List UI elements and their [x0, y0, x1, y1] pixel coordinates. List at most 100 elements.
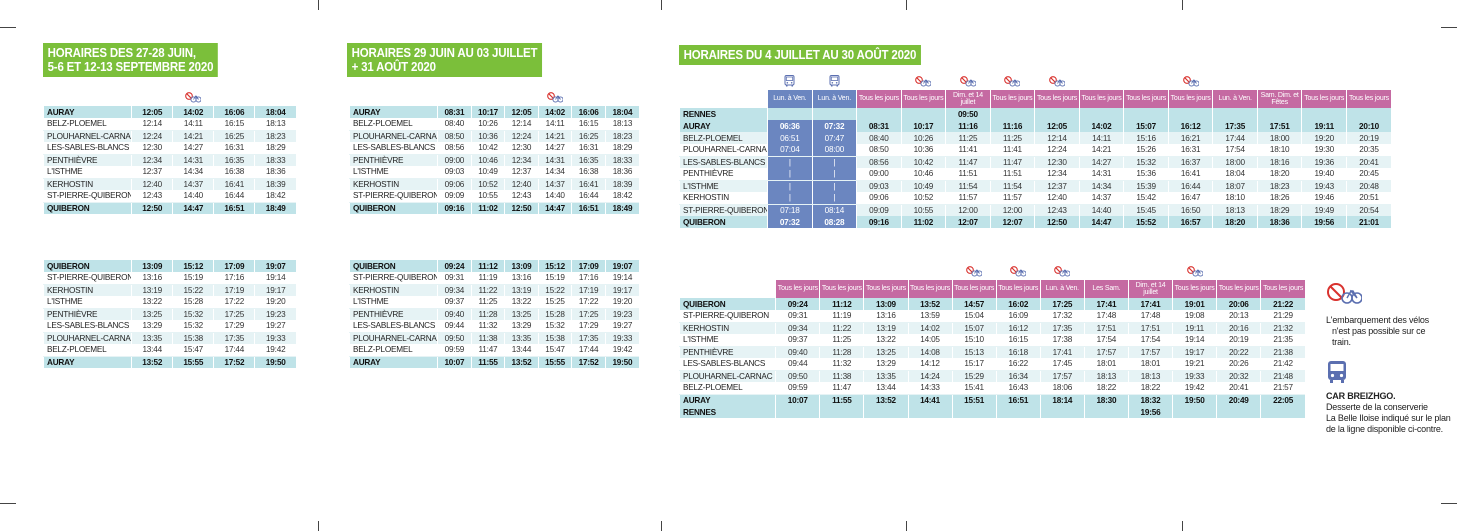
departure-time: 13:59 [907, 310, 953, 323]
departure-time: 17:35 [1212, 120, 1258, 132]
station-name: LES-SABLES-BLANCS [42, 142, 132, 155]
departure-time: 17:22 [571, 296, 606, 309]
departure-time: 16:51 [571, 202, 606, 214]
departure-time: 18:00 [1256, 132, 1302, 144]
departure-time: 11:19 [819, 310, 864, 323]
departure-time: 17:54 [1083, 334, 1129, 347]
departure-time: 16:31 [571, 142, 606, 155]
departure-time: 14:02 [537, 106, 572, 118]
departure-time: 07:18 [767, 204, 813, 216]
departure-time: 13:22 [131, 296, 173, 309]
departure-time: 07:32 [811, 120, 857, 132]
table-row: AURAY 08:31 10:17 12:05 14:02 16:06 18:04 [348, 106, 639, 118]
departure-time: 14:34 [1078, 180, 1124, 192]
departure-time: 19:14 [254, 272, 296, 285]
no-bike-icon [1054, 265, 1071, 277]
departure-time: 15:28 [172, 296, 214, 309]
station-name: AURAY [678, 120, 768, 132]
column-header: Tous les jours [856, 90, 902, 108]
departure-time: 15:47 [537, 344, 572, 357]
departure-time: 10:26 [900, 132, 946, 144]
departure-time: 13:16 [863, 310, 908, 323]
departure-time: 09:00 [437, 154, 472, 166]
departure-time: 13:09 [863, 298, 908, 310]
departure-time: 15:55 [172, 356, 214, 368]
station-name: PENTHIÈVRE [42, 308, 132, 320]
departure-time: 17:25 [1039, 298, 1085, 310]
departure-time: 14:02 [172, 106, 214, 118]
departure-time: 15:32 [172, 320, 214, 333]
departure-time: 19:14 [1172, 334, 1217, 347]
station-name: KERHOSTIN [678, 322, 776, 334]
departure-time: 19:07 [604, 260, 639, 272]
departure-time: 08:31 [856, 120, 902, 132]
departure-time: 16:50 [1167, 204, 1213, 216]
departure-time: 11:41 [989, 144, 1035, 157]
crop-mark [0, 503, 16, 504]
departure-time: 12:05 [504, 106, 539, 118]
table-row: BELZ-PLOEMEL 09:59 11:47 13:44 14:33 15:41 16:… [678, 382, 1305, 395]
departure-time: 20:41 [1345, 156, 1391, 168]
departure-time: 12:05 [131, 106, 173, 118]
station-name: ST-PIERRE-QUIBERON [348, 190, 438, 203]
station-name: L'ISTHME [348, 166, 438, 179]
departure-time: 07:04 [767, 144, 813, 157]
departure-time: 12:50 [131, 202, 173, 214]
table-row: ST-PIERRE-QUIBERON 12:43 14:40 16:44 18:42 [42, 190, 296, 203]
departure-time: 18:33 [604, 154, 639, 166]
departure-time: 15:42 [1123, 192, 1169, 205]
departure-time: 13:25 [131, 308, 173, 320]
departure-time: 15:19 [172, 272, 214, 285]
departure-time: 14:37 [1078, 192, 1124, 205]
departure-time: 17:52 [213, 356, 255, 368]
departure-time: 19:42 [254, 344, 296, 357]
departure-time: 16:22 [995, 358, 1041, 371]
departure-time [767, 108, 813, 120]
departure-time: 13:25 [863, 346, 908, 358]
departure-time: 15:51 [951, 394, 997, 406]
departure-time: 08:56 [437, 142, 472, 155]
station-name: LES-SABLES-BLANCS [348, 320, 438, 333]
departure-time: 11:38 [819, 370, 864, 382]
station-name: LES-SABLES-BLANCS [678, 358, 776, 371]
departure-time: 08:00 [811, 144, 857, 157]
departure-time: 12:30 [1034, 156, 1080, 168]
legend-bus-text-1: Desserte de la conserverie [1326, 402, 1428, 412]
departure-time: 12:40 [131, 178, 173, 190]
station-name: ST-PIERRE-QUIBERON [678, 204, 768, 216]
crop-mark [1182, 0, 1183, 10]
column-header: Tous les jours [863, 280, 908, 298]
departure-time: 12:34 [1034, 168, 1080, 181]
departure-time [951, 406, 997, 418]
departure-time: 08:56 [856, 156, 902, 168]
departure-time: 14:40 [172, 190, 214, 203]
departure-time: 11:12 [470, 260, 505, 272]
departure-time: 18:13 [604, 118, 639, 131]
departure-time [1083, 406, 1129, 418]
departure-time: 06:36 [767, 120, 813, 132]
table-row: L'ISTHME 13:22 15:28 17:22 19:20 [42, 296, 296, 309]
departure-time: 16:41 [571, 178, 606, 190]
departure-time: 19:50 [1172, 394, 1217, 406]
departure-time: 12:34 [504, 154, 539, 166]
departure-time: 20:54 [1345, 204, 1391, 216]
table-row: RENNES 19:56 [678, 406, 1305, 418]
header-row: Lun. à Ven. Lun. à Ven. Tous les jours Tous… [678, 90, 1391, 108]
departure-time: 15:52 [1123, 216, 1169, 228]
departure-time: 14:41 [907, 394, 953, 406]
station-name: L'ISTHME [678, 334, 776, 347]
departure-time: 11:38 [470, 332, 505, 344]
departure-time: 20:32 [1216, 370, 1261, 382]
departure-time: 11:32 [819, 358, 864, 371]
departure-time: 20:45 [1345, 168, 1391, 181]
no-bike-icon [960, 75, 976, 87]
table-row: KERHOSTIN 09:06 10:52 12:40 14:37 16:41 18:39 [348, 178, 639, 190]
departure-time: 10:55 [470, 190, 505, 203]
departure-time: 15:22 [537, 284, 572, 296]
station-name: PENTHIÈVRE [678, 168, 768, 181]
departure-time: 19:56 [1301, 216, 1347, 228]
departure-time: 18:36 [604, 166, 639, 179]
departure-time: 08:50 [856, 144, 902, 157]
departure-time: 19:43 [1301, 180, 1347, 192]
departure-time: 16:44 [571, 190, 606, 203]
